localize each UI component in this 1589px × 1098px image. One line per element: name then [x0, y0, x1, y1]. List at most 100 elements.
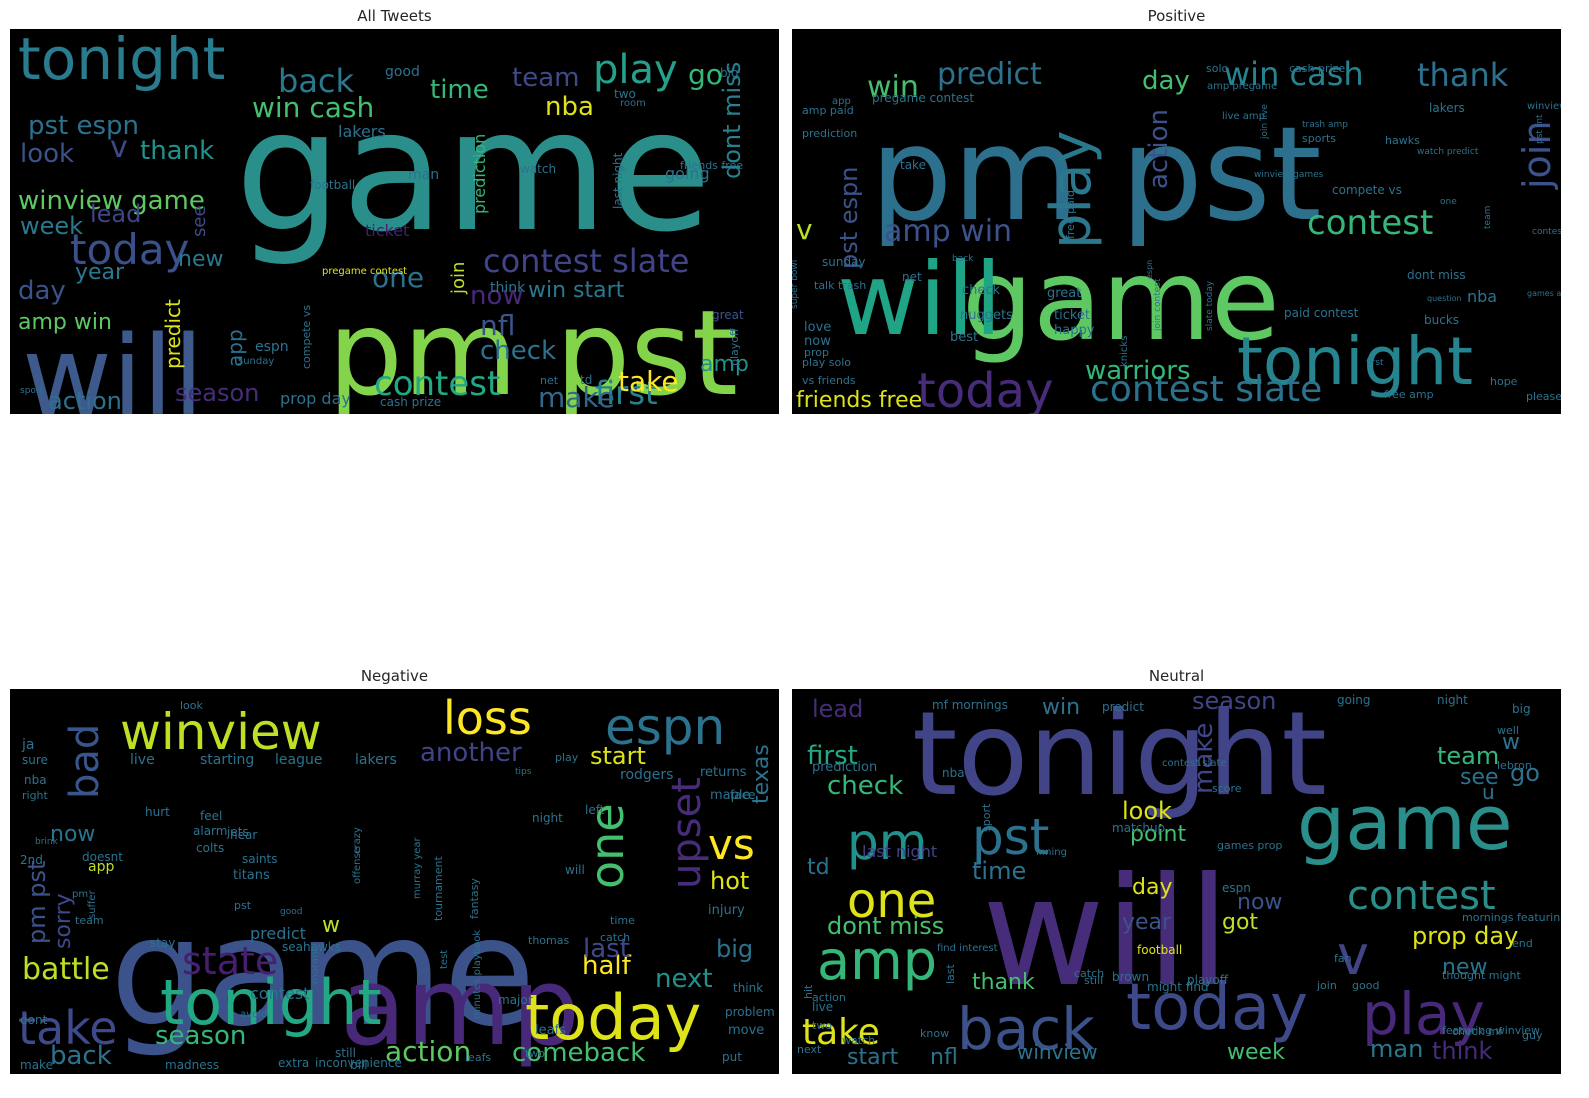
word-pm-pst: pm pst: [870, 98, 1322, 250]
word-man: man: [408, 167, 439, 183]
word-games-prop: games prop: [1217, 839, 1282, 852]
word-take: take: [18, 1001, 118, 1055]
word-sure: sure: [22, 753, 48, 767]
word-today: today: [525, 981, 701, 1054]
word-minutes-playbook: minutes playbook: [472, 930, 483, 1019]
word-season: season: [175, 379, 259, 407]
word-pst-espn: pst espn: [835, 167, 863, 270]
word-contest-slate: contest slate: [483, 242, 689, 280]
word-win-cash: win cash: [252, 91, 374, 124]
word-think: think: [490, 280, 526, 296]
word-v: v: [110, 130, 128, 165]
word-put: put: [722, 1050, 742, 1064]
word-bucks: bucks: [1424, 313, 1459, 327]
word-talk-trash: talk trash: [814, 279, 866, 292]
word-pm-pst: pm pst: [23, 861, 51, 944]
word-hear: hear: [230, 828, 257, 842]
word-now: now: [804, 334, 831, 349]
word-app: app: [223, 329, 247, 367]
word-one: one: [580, 803, 634, 889]
word-free-paid: free paid: [1064, 190, 1077, 239]
word-last: last: [583, 934, 630, 964]
word-join: join: [448, 262, 469, 295]
word-hit: hit: [802, 984, 815, 999]
word-see: see: [1460, 765, 1499, 790]
word-contest-slate: contest slate: [1162, 758, 1227, 769]
word-w: w: [1502, 730, 1520, 755]
word-playoff: playoff: [1187, 973, 1229, 987]
word-one: one: [847, 873, 936, 929]
word-good: good: [280, 907, 302, 917]
word-nuggets: nuggets: [960, 308, 1013, 323]
word-contest: contest: [1307, 203, 1433, 243]
word-look: look: [180, 699, 204, 712]
word-lead: lead: [812, 695, 863, 723]
word-going: going: [1337, 693, 1371, 707]
word-pm-pst: pm pst: [328, 284, 738, 414]
word-win: win: [867, 70, 919, 105]
word-pregame-contest: pregame contest: [322, 266, 407, 277]
word-best: best: [950, 330, 978, 345]
word-great: great: [712, 308, 744, 322]
word-right: right: [22, 789, 49, 802]
word-night: night: [532, 811, 563, 825]
word-check: check: [827, 771, 903, 801]
word-lakers: lakers: [338, 122, 386, 141]
word-espn: espn: [255, 339, 289, 355]
word-action: action: [48, 387, 122, 414]
word-winview: winview: [1017, 1040, 1098, 1064]
word-half: half: [582, 951, 632, 981]
word-tonight: tonight: [160, 966, 382, 1039]
word-lead: lead: [90, 200, 141, 228]
word-make: make: [20, 1058, 53, 1072]
word-might-find: might find: [1147, 980, 1209, 994]
word-winview-games: winview games: [1254, 170, 1324, 180]
word-join-live: join live: [1260, 104, 1270, 140]
word-take: take: [618, 365, 679, 398]
word-new: new: [1442, 955, 1487, 980]
panel-positive: Positive pm pst game will tonight play today c…: [792, 0, 1561, 420]
word-football: football: [310, 178, 355, 192]
word-will: will: [22, 312, 204, 414]
word-crazy: crazy: [352, 827, 363, 854]
word-prop-day: prop day: [1412, 922, 1518, 950]
word-find-interest: find interest: [937, 943, 998, 954]
word-question: question: [1427, 294, 1462, 303]
word-dont-miss: dont miss: [718, 62, 746, 179]
word-hope: hope: [1490, 375, 1518, 388]
word-man: man: [1370, 1035, 1423, 1063]
word-two: two: [812, 1019, 832, 1032]
word-comeback: comeback: [512, 1038, 645, 1068]
word-play: play: [1362, 980, 1485, 1048]
word-think: think: [1432, 1037, 1493, 1065]
word-major: major: [498, 993, 533, 1007]
word-friends-free: friends free: [680, 159, 743, 172]
word-well: well: [1497, 724, 1519, 737]
word-time: time: [610, 914, 635, 927]
word-free-amp: free amp: [1384, 388, 1434, 401]
word-one: one: [1440, 197, 1457, 207]
word-day: day: [18, 276, 66, 306]
word-last: last: [944, 963, 957, 984]
word-knicks: knicks: [1119, 336, 1130, 367]
word-football: football: [1137, 943, 1182, 957]
word-check-mf: check mf: [1452, 1025, 1503, 1038]
word-tournament: tournament: [432, 855, 445, 921]
word-loss: loss: [443, 691, 532, 745]
word-net: net: [902, 270, 922, 284]
word-cloud: pm pst game will tonight play today contest sl…: [792, 29, 1561, 414]
word-pst: pst: [972, 808, 1049, 866]
word-cloud: tonight will game today play back amp pm pst one c…: [792, 689, 1561, 1074]
word-day: day: [1132, 875, 1172, 900]
word-compete-vs: compete vs: [1332, 183, 1402, 197]
word-tonight: tonight: [1237, 323, 1473, 400]
word-leafs: leafs: [465, 1051, 491, 1064]
word-feel: feel: [200, 809, 222, 823]
word-solo: solo: [1206, 62, 1229, 75]
word-watch: watch: [842, 1034, 875, 1047]
word-nba: nba: [942, 766, 965, 780]
word-game: game: [962, 236, 1280, 366]
word-sport: sport: [980, 803, 993, 832]
word-start: start: [590, 742, 646, 770]
